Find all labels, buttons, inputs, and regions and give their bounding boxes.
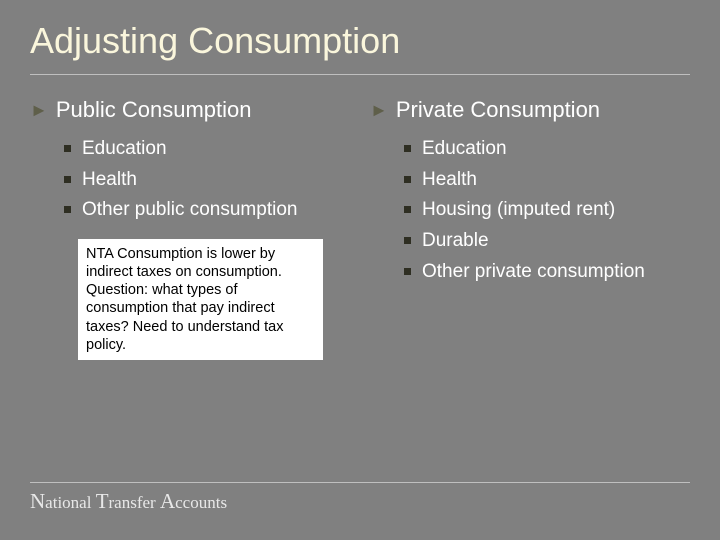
- list-item: Housing (imputed rent): [404, 198, 690, 223]
- list-item: Durable: [404, 229, 690, 254]
- right-column: ► Private Consumption Education Health H…: [370, 97, 690, 360]
- footer-rest-3: ccounts: [175, 493, 227, 512]
- footer-cap-3: A: [160, 489, 175, 513]
- public-heading-text: Public Consumption: [56, 97, 252, 123]
- list-item: Health: [404, 168, 690, 193]
- private-heading-text: Private Consumption: [396, 97, 600, 123]
- arrow-icon: ►: [370, 101, 388, 119]
- footer-cap-1: N: [30, 489, 45, 513]
- arrow-icon: ►: [30, 101, 48, 119]
- footer-rest-1: ational: [45, 493, 91, 512]
- note-box: NTA Consumption is lower by indirect tax…: [78, 239, 323, 360]
- list-item-text: Health: [82, 169, 137, 190]
- slide-title: Adjusting Consumption: [30, 20, 690, 75]
- list-item: Education: [64, 137, 350, 162]
- list-item-text: Other private consumption: [422, 261, 645, 282]
- list-item: Other public consumption: [64, 198, 350, 223]
- left-column: ► Public Consumption Education Health Ot…: [30, 97, 350, 360]
- square-icon: [64, 176, 71, 183]
- square-icon: [64, 206, 71, 213]
- list-item-text: Health: [422, 169, 477, 190]
- list-item-text: Education: [422, 138, 507, 159]
- square-icon: [404, 268, 411, 275]
- footer-rest-2: ransfer: [109, 493, 156, 512]
- list-item-text: Education: [82, 138, 167, 159]
- list-item: Education: [404, 137, 690, 162]
- footer-cap-2: T: [96, 489, 109, 513]
- private-heading: ► Private Consumption: [370, 97, 690, 123]
- content-columns: ► Public Consumption Education Health Ot…: [30, 97, 690, 360]
- public-heading: ► Public Consumption: [30, 97, 350, 123]
- public-list: Education Health Other public consumptio…: [30, 137, 350, 223]
- list-item-text: Housing (imputed rent): [422, 199, 615, 220]
- square-icon: [404, 145, 411, 152]
- square-icon: [404, 206, 411, 213]
- list-item: Health: [64, 168, 350, 193]
- square-icon: [64, 145, 71, 152]
- private-list: Education Health Housing (imputed rent) …: [370, 137, 690, 284]
- list-item-text: Durable: [422, 230, 489, 251]
- square-icon: [404, 176, 411, 183]
- square-icon: [404, 237, 411, 244]
- footer: National Transfer Accounts: [30, 482, 690, 514]
- footer-text: National Transfer Accounts: [30, 489, 690, 514]
- list-item-text: Other public consumption: [82, 199, 297, 220]
- list-item: Other private consumption: [404, 260, 690, 285]
- slide: Adjusting Consumption ► Public Consumpti…: [0, 0, 720, 540]
